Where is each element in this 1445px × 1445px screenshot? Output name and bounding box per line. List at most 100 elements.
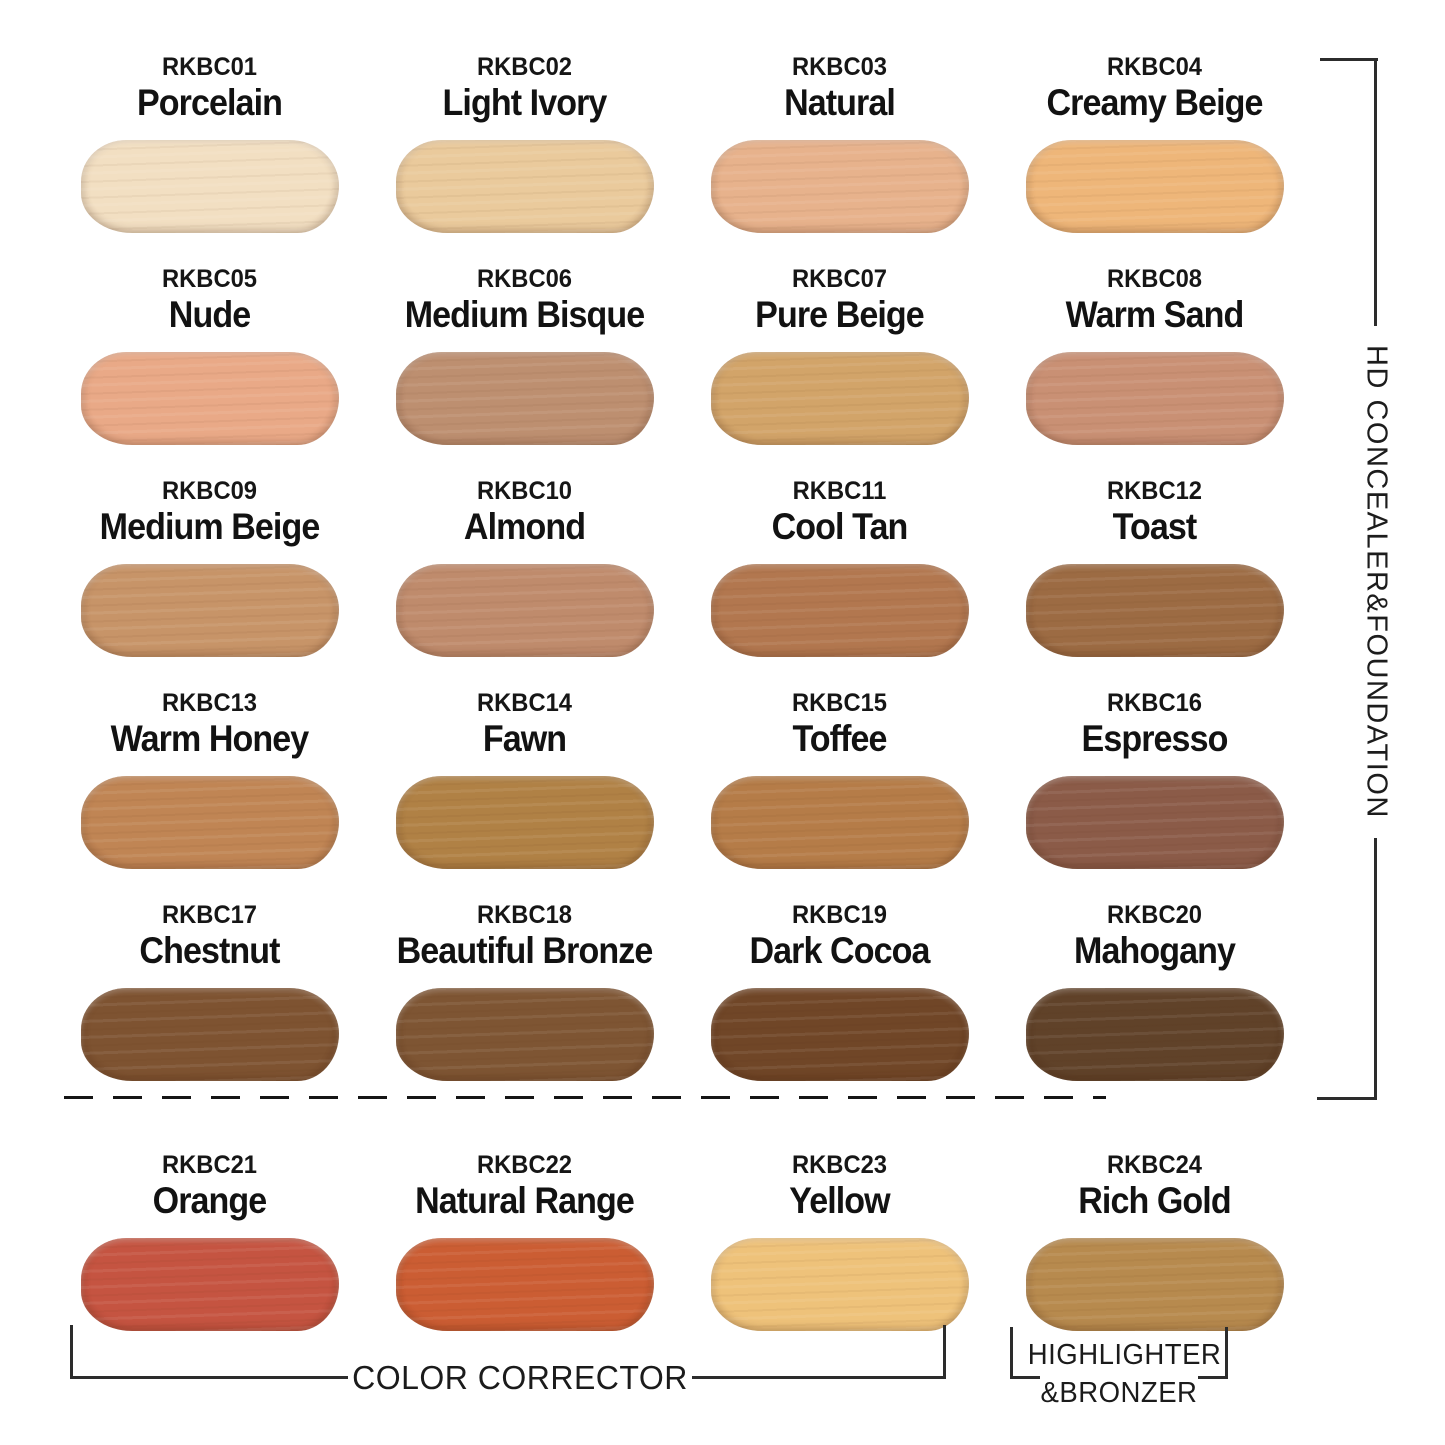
shade-swatch bbox=[80, 352, 339, 445]
shade-name: Espresso bbox=[1081, 718, 1229, 759]
shade-code: RKBC18 bbox=[476, 901, 573, 929]
shade-name: Nude bbox=[168, 294, 251, 335]
shade-cell: RKBC22 Natural Range bbox=[367, 1094, 682, 1331]
dashed-divider bbox=[64, 1096, 1106, 1099]
shade-cell: RKBC02 Light Ivory bbox=[367, 34, 682, 246]
shade-swatch bbox=[395, 564, 654, 657]
highlighter-label-line2: &BRONZER bbox=[1040, 1377, 1198, 1409]
color-corrector-bracket-left-tick bbox=[70, 1325, 73, 1379]
highlighter-bronzer-label: HIGHLIGHTER &BRONZER bbox=[1027, 1336, 1222, 1412]
shade-swatch bbox=[1025, 564, 1284, 657]
shade-swatch bbox=[80, 564, 339, 657]
shade-name: Orange bbox=[152, 1180, 268, 1221]
shade-swatch bbox=[1025, 988, 1284, 1081]
shade-cell: RKBC10 Almond bbox=[367, 458, 682, 670]
shade-code: RKBC04 bbox=[1106, 53, 1203, 81]
shade-code: RKBC08 bbox=[1106, 265, 1203, 293]
hd-concealer-foundation-label: HD CONCEALER&FOUNDATION bbox=[1360, 345, 1393, 819]
shade-code: RKBC22 bbox=[476, 1151, 573, 1179]
shade-name: Beautiful Bronze bbox=[396, 930, 654, 971]
color-corrector-bracket-left-line bbox=[70, 1376, 348, 1379]
shade-code: RKBC15 bbox=[791, 689, 888, 717]
shade-cell: RKBC03 Natural bbox=[682, 34, 997, 246]
shade-swatch bbox=[710, 1238, 969, 1331]
color-corrector-label: COLOR CORRECTOR bbox=[352, 1359, 688, 1396]
shade-cell: RKBC06 Medium Bisque bbox=[367, 246, 682, 458]
shade-name: Natural bbox=[784, 82, 896, 123]
highlighter-bracket-left-foot bbox=[1010, 1376, 1040, 1379]
highlighter-bracket-right-foot bbox=[1198, 1376, 1228, 1379]
shade-cell: RKBC09 Medium Beige bbox=[52, 458, 367, 670]
shade-code: RKBC06 bbox=[476, 265, 573, 293]
shade-cell: RKBC14 Fawn bbox=[367, 670, 682, 882]
highlighter-bracket-left-vertical bbox=[1010, 1327, 1013, 1379]
shade-swatch bbox=[395, 352, 654, 445]
shade-cell: RKBC23 Yellow bbox=[682, 1094, 997, 1331]
shade-swatch bbox=[80, 1238, 339, 1331]
shade-cell: RKBC20 Mahogany bbox=[997, 882, 1312, 1094]
shade-code: RKBC01 bbox=[161, 53, 258, 81]
shade-cell: RKBC24 Rich Gold bbox=[997, 1094, 1312, 1331]
shade-code: RKBC24 bbox=[1106, 1151, 1203, 1179]
shade-swatch bbox=[1025, 1238, 1284, 1331]
shade-name: Fawn bbox=[482, 718, 567, 759]
highlighter-label-line1: HIGHLIGHTER bbox=[1027, 1339, 1222, 1371]
shade-swatch bbox=[80, 988, 339, 1081]
shade-cell: RKBC19 Dark Cocoa bbox=[682, 882, 997, 1094]
color-corrector-bracket-right-tick bbox=[943, 1325, 946, 1379]
shade-name: Medium Bisque bbox=[404, 294, 646, 335]
shade-name: Rich Gold bbox=[1078, 1180, 1231, 1221]
shade-name: Natural Range bbox=[415, 1180, 635, 1221]
shade-code: RKBC02 bbox=[476, 53, 573, 81]
shade-name: Creamy Beige bbox=[1046, 82, 1263, 123]
shade-code: RKBC23 bbox=[791, 1151, 888, 1179]
shade-swatch bbox=[395, 1238, 654, 1331]
shade-cell: RKBC01 Porcelain bbox=[52, 34, 367, 246]
shade-name: Warm Sand bbox=[1065, 294, 1245, 335]
shade-swatch bbox=[710, 564, 969, 657]
right-bracket-top-line bbox=[1320, 58, 1378, 61]
shade-cell: RKBC11 Cool Tan bbox=[682, 458, 997, 670]
shade-name: Mahogany bbox=[1074, 930, 1236, 971]
shade-name: Toast bbox=[1112, 506, 1198, 547]
shade-name: Almond bbox=[463, 506, 586, 547]
shade-name: Chestnut bbox=[139, 930, 280, 971]
shade-code: RKBC16 bbox=[1106, 689, 1203, 717]
shade-code: RKBC19 bbox=[791, 901, 888, 929]
shade-name: Toffee bbox=[792, 718, 887, 759]
shade-swatch bbox=[1025, 776, 1284, 869]
shade-cell: RKBC05 Nude bbox=[52, 246, 367, 458]
swatch-grid: RKBC01 Porcelain RKBC02 Light Ivory RKBC… bbox=[52, 34, 1312, 1331]
shade-name: Dark Cocoa bbox=[749, 930, 930, 971]
right-bracket-bottom-line bbox=[1317, 1097, 1377, 1100]
shade-code: RKBC09 bbox=[161, 477, 258, 505]
shade-code: RKBC14 bbox=[476, 689, 573, 717]
right-bracket-vertical-bottom bbox=[1374, 838, 1377, 1100]
shade-name: Light Ivory bbox=[442, 82, 608, 123]
shade-cell: RKBC15 Toffee bbox=[682, 670, 997, 882]
right-bracket-vertical-top bbox=[1374, 58, 1377, 326]
shade-code: RKBC20 bbox=[1106, 901, 1203, 929]
shade-cell: RKBC16 Espresso bbox=[997, 670, 1312, 882]
highlighter-bracket-right-vertical bbox=[1225, 1327, 1228, 1379]
shade-code: RKBC03 bbox=[791, 53, 888, 81]
shade-code: RKBC21 bbox=[161, 1151, 258, 1179]
shade-swatch bbox=[710, 776, 969, 869]
shade-cell: RKBC04 Creamy Beige bbox=[997, 34, 1312, 246]
shade-code: RKBC05 bbox=[161, 265, 258, 293]
shade-swatch bbox=[710, 988, 969, 1081]
shade-swatch bbox=[395, 140, 654, 233]
color-corrector-bracket-right-line bbox=[692, 1376, 946, 1379]
shade-name: Medium Beige bbox=[99, 506, 321, 547]
shade-name: Cool Tan bbox=[771, 506, 909, 547]
shade-swatch bbox=[395, 988, 654, 1081]
shade-cell: RKBC21 Orange bbox=[52, 1094, 367, 1331]
shade-swatch bbox=[395, 776, 654, 869]
shade-cell: RKBC17 Chestnut bbox=[52, 882, 367, 1094]
shade-cell: RKBC08 Warm Sand bbox=[997, 246, 1312, 458]
shade-swatch bbox=[1025, 140, 1284, 233]
shade-swatch bbox=[1025, 352, 1284, 445]
shade-code: RKBC11 bbox=[792, 477, 887, 505]
shade-swatch bbox=[80, 140, 339, 233]
